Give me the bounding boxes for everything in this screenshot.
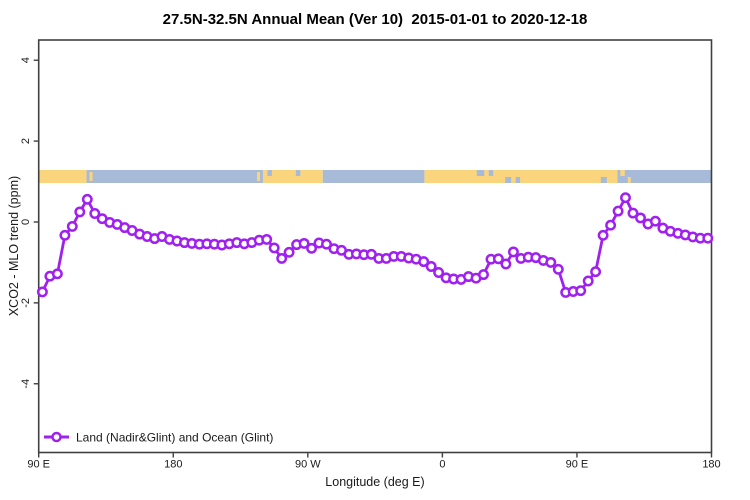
data-point [306, 242, 318, 254]
plot-area: 90 E 180 90 W 0 90 E 180 -4 -2 0 2 4 [20, 39, 721, 471]
data-point [478, 269, 489, 281]
data-line [41, 196, 710, 294]
data-point [433, 267, 445, 278]
data-point [590, 266, 602, 278]
map-strip-speck-ocean [515, 177, 521, 183]
map-strip-speck-land [620, 170, 625, 176]
data-point [81, 193, 93, 205]
data-point [321, 238, 332, 250]
y-axis-tick-label: -4 [20, 379, 32, 389]
data-point [66, 220, 78, 232]
map-strip-speck-ocean [505, 177, 512, 183]
legend: Land (Nadir&Glint) and Ocean (Glint) [44, 431, 273, 445]
map-strip-speck-ocean [488, 170, 494, 176]
data-point [36, 286, 48, 298]
map-strip-speck-land [256, 172, 260, 181]
x-axis-tick-label: 0 [439, 459, 445, 471]
data-point [298, 237, 310, 249]
x-axis-tick-label: 180 [164, 459, 182, 471]
data-point [552, 263, 564, 275]
x-axis-tick-label: 180 [702, 459, 720, 471]
data-point [605, 219, 617, 231]
data-point [261, 233, 273, 245]
data-point [283, 246, 295, 258]
data-point [582, 275, 594, 287]
map-strip-speck-ocean [476, 170, 485, 176]
data-point [268, 242, 280, 254]
legend-label: Land (Nadir&Glint) and Ocean (Glint) [76, 431, 273, 445]
map-strip-land [424, 170, 618, 183]
data-point [500, 258, 512, 270]
data-point [620, 192, 631, 204]
plot-border [37, 39, 713, 454]
data-point [612, 205, 624, 217]
data-point [597, 229, 609, 241]
y-axis-tick-label: 0 [20, 219, 32, 225]
legend-marker-icon [51, 431, 62, 443]
data-point [276, 252, 288, 264]
map-strip-speck-land [627, 177, 631, 183]
map-strip-speck-ocean [295, 170, 301, 176]
data-point [418, 256, 430, 268]
x-axis-tick-label: 90 E [566, 459, 589, 471]
data-point [649, 215, 661, 227]
x-axis-label: Longitude (deg E) [325, 475, 424, 489]
data-point [59, 229, 71, 241]
data-point [702, 232, 714, 244]
y-axis-label: XCO2 - MLO trend (ppm) [7, 176, 21, 316]
map-strip-land [38, 170, 87, 183]
data-point [575, 285, 587, 297]
chart-title: 27.5N-32.5N Annual Mean (Ver 10) 2015-01… [163, 11, 588, 28]
x-axis-tick-label: 90 W [295, 459, 321, 471]
y-axis-tick-label: 4 [20, 57, 32, 63]
data-point [627, 207, 639, 219]
map-strip-land [262, 170, 323, 183]
data-point [89, 208, 101, 219]
data-point [74, 206, 86, 218]
data-point [545, 256, 557, 268]
map-strip-ocean [322, 170, 425, 183]
x-axis-tick-label: 90 E [27, 459, 50, 471]
data-point [425, 261, 437, 272]
data-point [492, 253, 504, 265]
data-point [635, 212, 646, 224]
data-point [507, 246, 519, 258]
map-strip-ocean [617, 170, 712, 183]
map-strip-speck-ocean [267, 170, 272, 176]
y-axis-tick-label: -2 [20, 298, 32, 308]
y-axis-tick-label: 2 [20, 138, 32, 144]
map-strip-ocean [86, 170, 263, 183]
map-strip-speck-ocean [600, 177, 607, 183]
map-strip-speck-land [89, 172, 93, 181]
data-point [51, 268, 63, 280]
